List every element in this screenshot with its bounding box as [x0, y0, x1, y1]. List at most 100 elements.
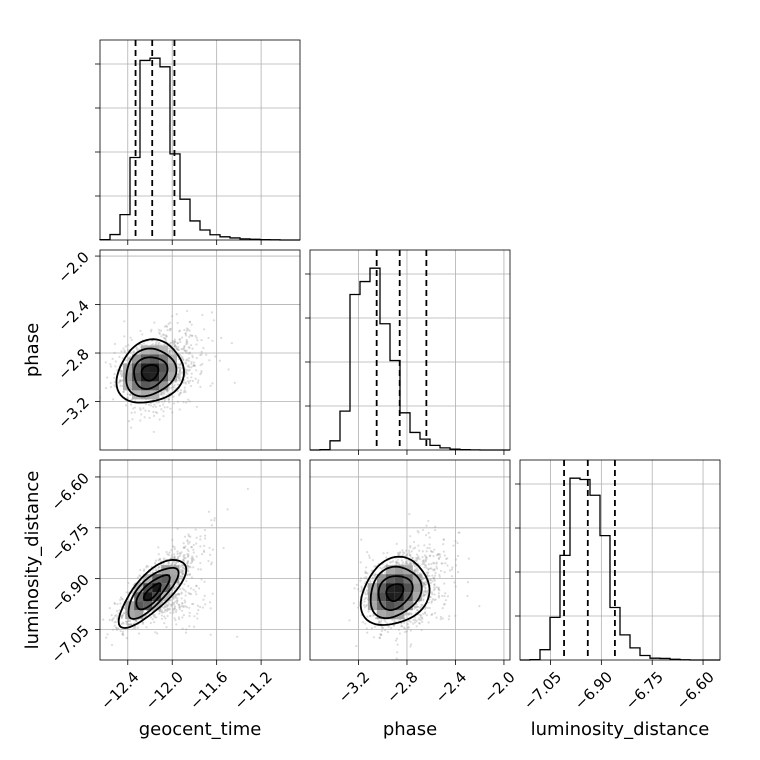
sample-point: [454, 539, 457, 543]
density-cell: [403, 601, 413, 611]
sample-point: [180, 336, 184, 339]
sample-point: [179, 565, 182, 568]
density-cell: [143, 601, 153, 611]
xaxis-label-luminosity_distance: luminosity_distance: [531, 719, 710, 740]
sample-point: [155, 569, 158, 572]
sample-point: [127, 619, 131, 623]
sample-point: [210, 563, 213, 566]
sample-point: [154, 631, 157, 634]
sample-point: [116, 610, 119, 613]
sample-point: [202, 346, 205, 350]
sample-point: [199, 364, 202, 367]
sample-point: [207, 510, 211, 513]
sample-point: [162, 333, 165, 336]
sample-point: [199, 561, 202, 565]
sample-point: [160, 614, 163, 617]
sample-point: [174, 618, 177, 622]
sample-point: [363, 606, 366, 609]
sample-point: [397, 561, 400, 564]
sample-point: [157, 559, 160, 562]
sample-point: [209, 607, 212, 610]
sample-point: [442, 550, 446, 553]
sample-point: [365, 575, 368, 579]
sample-point: [417, 555, 420, 558]
sample-point: [437, 594, 440, 597]
sample-point: [175, 346, 178, 349]
sample-point: [105, 636, 108, 639]
sample-point: [160, 391, 163, 394]
sample-point: [410, 550, 413, 553]
sample-point: [443, 571, 446, 574]
sample-point: [429, 549, 433, 553]
sample-point: [164, 617, 167, 620]
sample-point: [443, 582, 446, 585]
sample-point: [371, 558, 375, 562]
sample-point: [194, 590, 197, 593]
sample-point: [181, 566, 185, 569]
sample-point: [435, 585, 438, 589]
sample-point: [163, 337, 167, 340]
sample-point: [444, 562, 447, 565]
sample-point: [145, 626, 148, 629]
sample-point: [114, 615, 117, 618]
sample-point: [184, 332, 187, 335]
contour-geocent_time-luminosity_distance-3: [117, 558, 188, 629]
sample-point: [173, 546, 176, 549]
sample-point: [153, 403, 156, 406]
sample-point: [430, 600, 433, 603]
sample-point: [203, 594, 206, 597]
sample-point: [425, 550, 428, 553]
sample-point: [195, 584, 198, 587]
sample-point: [210, 519, 213, 522]
sample-point: [170, 386, 173, 389]
sample-point: [191, 356, 194, 359]
sample-point: [412, 540, 416, 544]
sample-point: [185, 349, 188, 352]
sample-point: [181, 602, 184, 605]
sample-point: [408, 551, 411, 554]
sample-point: [368, 556, 371, 559]
sample-point: [452, 544, 455, 547]
sample-point: [170, 556, 173, 559]
sample-point: [182, 391, 186, 394]
sample-point: [182, 554, 185, 557]
xtick-label-luminosity_distance-2: −6.75: [622, 668, 667, 713]
sample-point: [427, 519, 430, 523]
sample-point: [137, 348, 140, 351]
sample-point: [192, 588, 195, 591]
sample-point: [411, 622, 415, 625]
sample-point: [167, 352, 170, 355]
sample-point: [199, 568, 203, 571]
sample-point: [180, 597, 183, 600]
sample-point: [118, 355, 121, 358]
sample-point: [382, 566, 385, 569]
sample-point: [176, 321, 179, 325]
sample-point: [135, 346, 138, 349]
sample-point: [204, 603, 207, 606]
sample-point: [148, 416, 151, 419]
sample-point: [127, 343, 130, 347]
sample-point: [139, 408, 142, 411]
sample-point: [186, 369, 189, 372]
sample-point: [434, 598, 437, 601]
sample-point: [404, 613, 407, 616]
sample-point: [172, 402, 176, 405]
sample-point: [171, 545, 175, 548]
sample-point: [203, 544, 206, 547]
sample-point: [122, 390, 125, 394]
sample-point: [423, 583, 427, 586]
sample-point: [177, 592, 180, 595]
sample-point: [423, 581, 426, 584]
sample-point: [188, 625, 191, 628]
sample-point: [183, 344, 186, 348]
sample-point: [186, 567, 190, 570]
sample-point: [386, 630, 390, 634]
sample-point: [434, 571, 437, 575]
sample-point: [211, 592, 214, 595]
sample-point: [119, 372, 122, 375]
sample-point: [139, 329, 142, 333]
sample-point: [415, 605, 419, 608]
sample-point: [192, 548, 195, 551]
sample-point: [135, 619, 138, 623]
sample-point: [158, 332, 161, 335]
